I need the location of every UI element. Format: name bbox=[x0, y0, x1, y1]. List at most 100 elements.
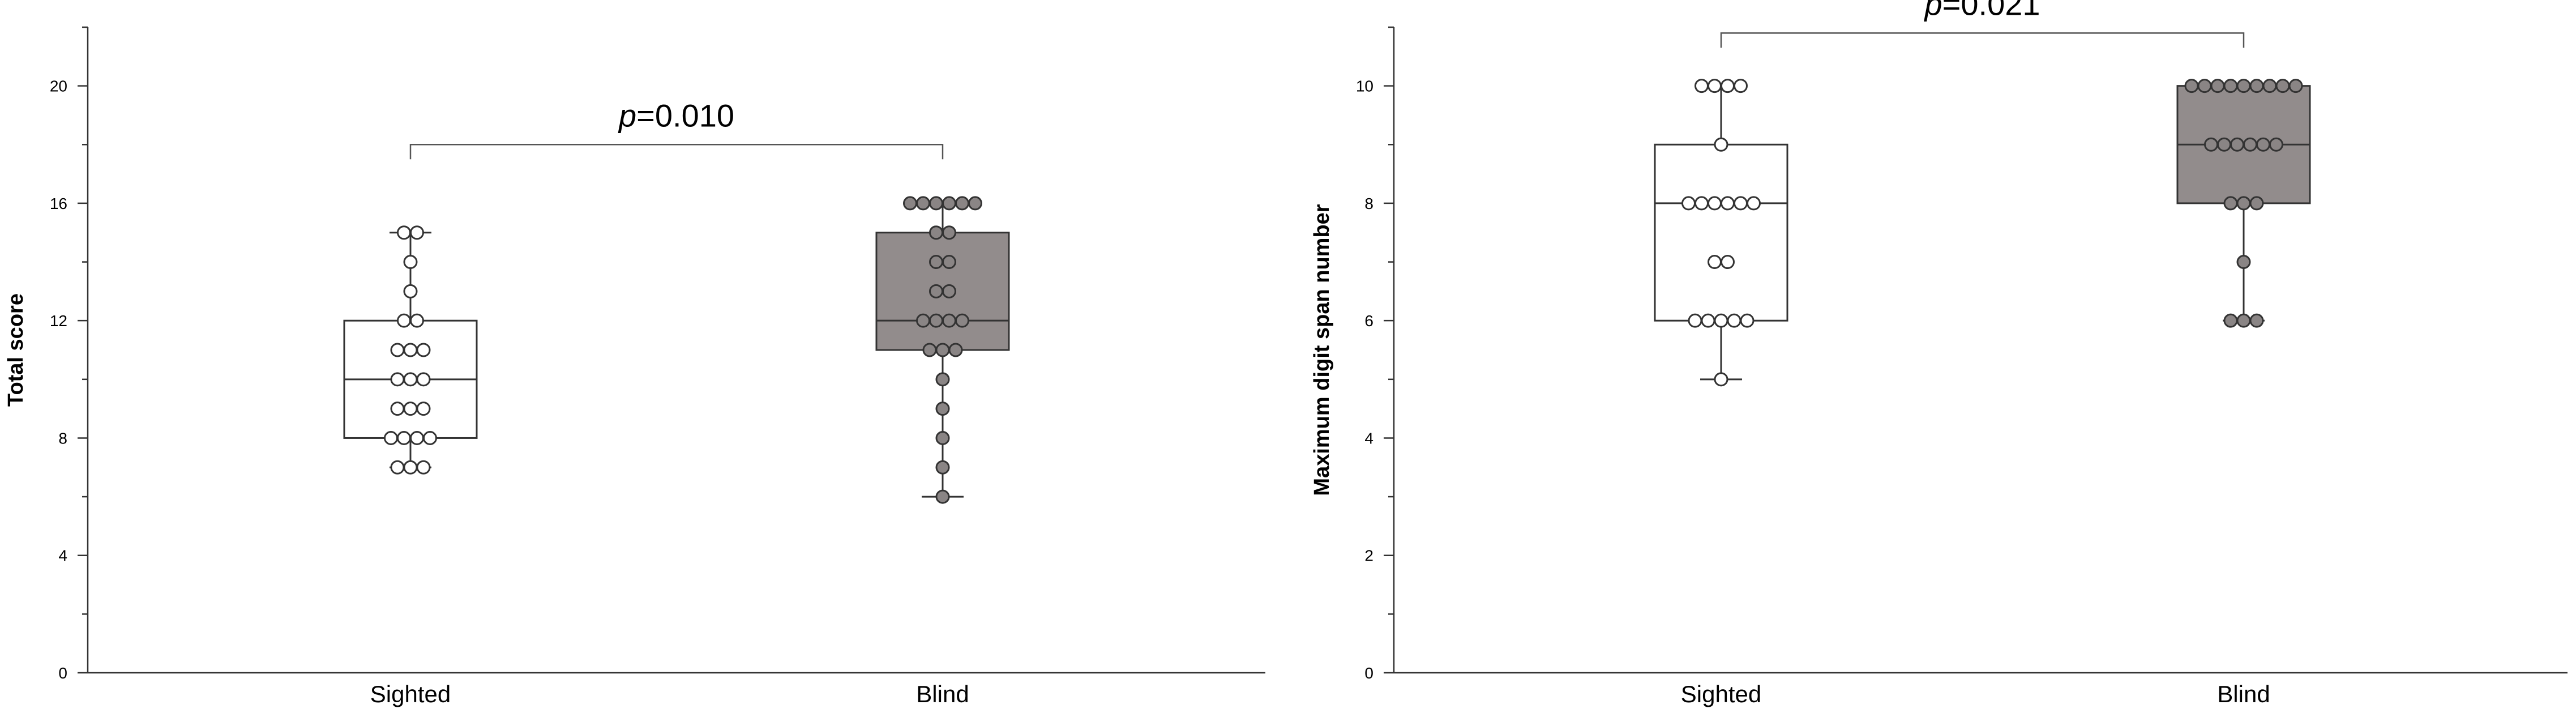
data-point bbox=[416, 343, 431, 357]
data-point bbox=[935, 372, 950, 387]
data-point bbox=[2269, 137, 2283, 152]
data-point bbox=[1688, 313, 1702, 328]
data-point bbox=[916, 313, 930, 328]
y-tick-label: 4 bbox=[1364, 429, 1373, 447]
data-point bbox=[1694, 79, 1709, 93]
data-point bbox=[955, 196, 969, 211]
data-point bbox=[403, 343, 418, 357]
data-point bbox=[390, 402, 405, 416]
data-point bbox=[2249, 313, 2264, 328]
data-point bbox=[403, 372, 418, 387]
data-point bbox=[384, 430, 398, 445]
y-tick-label: 10 bbox=[1356, 78, 1373, 95]
data-point bbox=[935, 343, 950, 357]
data-point bbox=[942, 284, 956, 298]
data-point bbox=[410, 430, 424, 445]
data-point bbox=[935, 460, 950, 475]
data-point bbox=[2210, 79, 2225, 93]
data-point bbox=[1721, 196, 1735, 211]
data-point bbox=[423, 430, 437, 445]
data-point bbox=[935, 430, 950, 445]
data-point bbox=[942, 313, 956, 328]
data-point bbox=[2262, 79, 2277, 93]
data-point bbox=[397, 313, 411, 328]
data-point bbox=[2236, 313, 2251, 328]
significance-bracket bbox=[409, 144, 944, 160]
y-tick-label: 0 bbox=[58, 664, 67, 682]
data-point bbox=[2223, 196, 2238, 211]
data-point bbox=[929, 313, 943, 328]
data-point bbox=[1747, 196, 1761, 211]
data-point bbox=[1714, 137, 1728, 152]
box-blind bbox=[2176, 79, 2311, 328]
data-point bbox=[2197, 79, 2212, 93]
data-point bbox=[2217, 137, 2231, 152]
data-point bbox=[416, 402, 431, 416]
data-point bbox=[2236, 196, 2251, 211]
data-point bbox=[390, 343, 405, 357]
y-tick-label: 20 bbox=[50, 78, 67, 95]
data-point bbox=[1734, 79, 1748, 93]
p-value: =0.021 bbox=[1942, 0, 2040, 22]
data-point bbox=[403, 284, 418, 298]
box-sighted bbox=[343, 225, 478, 475]
data-point bbox=[1708, 255, 1722, 270]
data-point bbox=[416, 372, 431, 387]
p-value-label: p=0.021 bbox=[1924, 0, 2040, 22]
data-point bbox=[968, 196, 982, 211]
iqr-box bbox=[1654, 143, 1788, 322]
data-point bbox=[2249, 196, 2264, 211]
y-tick-label: 0 bbox=[1364, 664, 1373, 682]
data-point bbox=[2236, 255, 2251, 270]
data-point bbox=[948, 343, 963, 357]
data-point bbox=[1701, 313, 1715, 328]
data-point bbox=[2256, 137, 2270, 152]
data-point bbox=[2275, 79, 2290, 93]
significance-bracket bbox=[1720, 32, 2245, 48]
data-point bbox=[2184, 79, 2199, 93]
category-label: Blind bbox=[2217, 681, 2270, 707]
panel-digit-span: 0 2 4 6 8 10 Maximum digit span number Sighted B… bbox=[1310, 0, 2568, 707]
data-point bbox=[2223, 313, 2238, 328]
data-point bbox=[1734, 196, 1748, 211]
data-point bbox=[935, 489, 950, 504]
data-point bbox=[929, 225, 943, 240]
data-point bbox=[955, 313, 969, 328]
y-tick-label: 8 bbox=[58, 429, 67, 447]
data-point bbox=[1681, 196, 1696, 211]
y-tick-label: 8 bbox=[1364, 195, 1373, 212]
p-value-label: p=0.010 bbox=[618, 97, 734, 133]
data-point bbox=[403, 460, 418, 475]
data-point bbox=[2243, 137, 2257, 152]
y-tick-label: 12 bbox=[50, 312, 67, 330]
data-point bbox=[942, 196, 956, 211]
data-point bbox=[397, 430, 411, 445]
data-point bbox=[916, 196, 930, 211]
data-point bbox=[942, 225, 956, 240]
data-point bbox=[903, 196, 917, 211]
data-point bbox=[1708, 196, 1722, 211]
box-sighted bbox=[1654, 79, 1788, 387]
data-point bbox=[410, 313, 424, 328]
p-symbol: p bbox=[1924, 0, 1942, 22]
data-point bbox=[929, 196, 943, 211]
p-symbol: p bbox=[618, 97, 636, 133]
p-value: =0.010 bbox=[636, 97, 734, 133]
data-point bbox=[1694, 196, 1709, 211]
y-axis-title: Total score bbox=[4, 293, 28, 407]
data-point bbox=[390, 460, 405, 475]
data-point bbox=[935, 402, 950, 416]
box-blind bbox=[875, 196, 1010, 504]
category-label: Blind bbox=[916, 681, 969, 707]
data-point bbox=[2204, 137, 2218, 152]
panel-total-score: 0 4 8 12 16 20 Total score Sighted Blind p=0.010 bbox=[4, 26, 1265, 707]
data-point bbox=[1721, 255, 1735, 270]
data-point bbox=[416, 460, 431, 475]
y-tick-label: 2 bbox=[1364, 547, 1373, 565]
data-point bbox=[2288, 79, 2303, 93]
y-tick-label: 4 bbox=[58, 547, 67, 565]
data-point bbox=[922, 343, 937, 357]
category-label: Sighted bbox=[370, 681, 451, 707]
data-point bbox=[929, 284, 943, 298]
